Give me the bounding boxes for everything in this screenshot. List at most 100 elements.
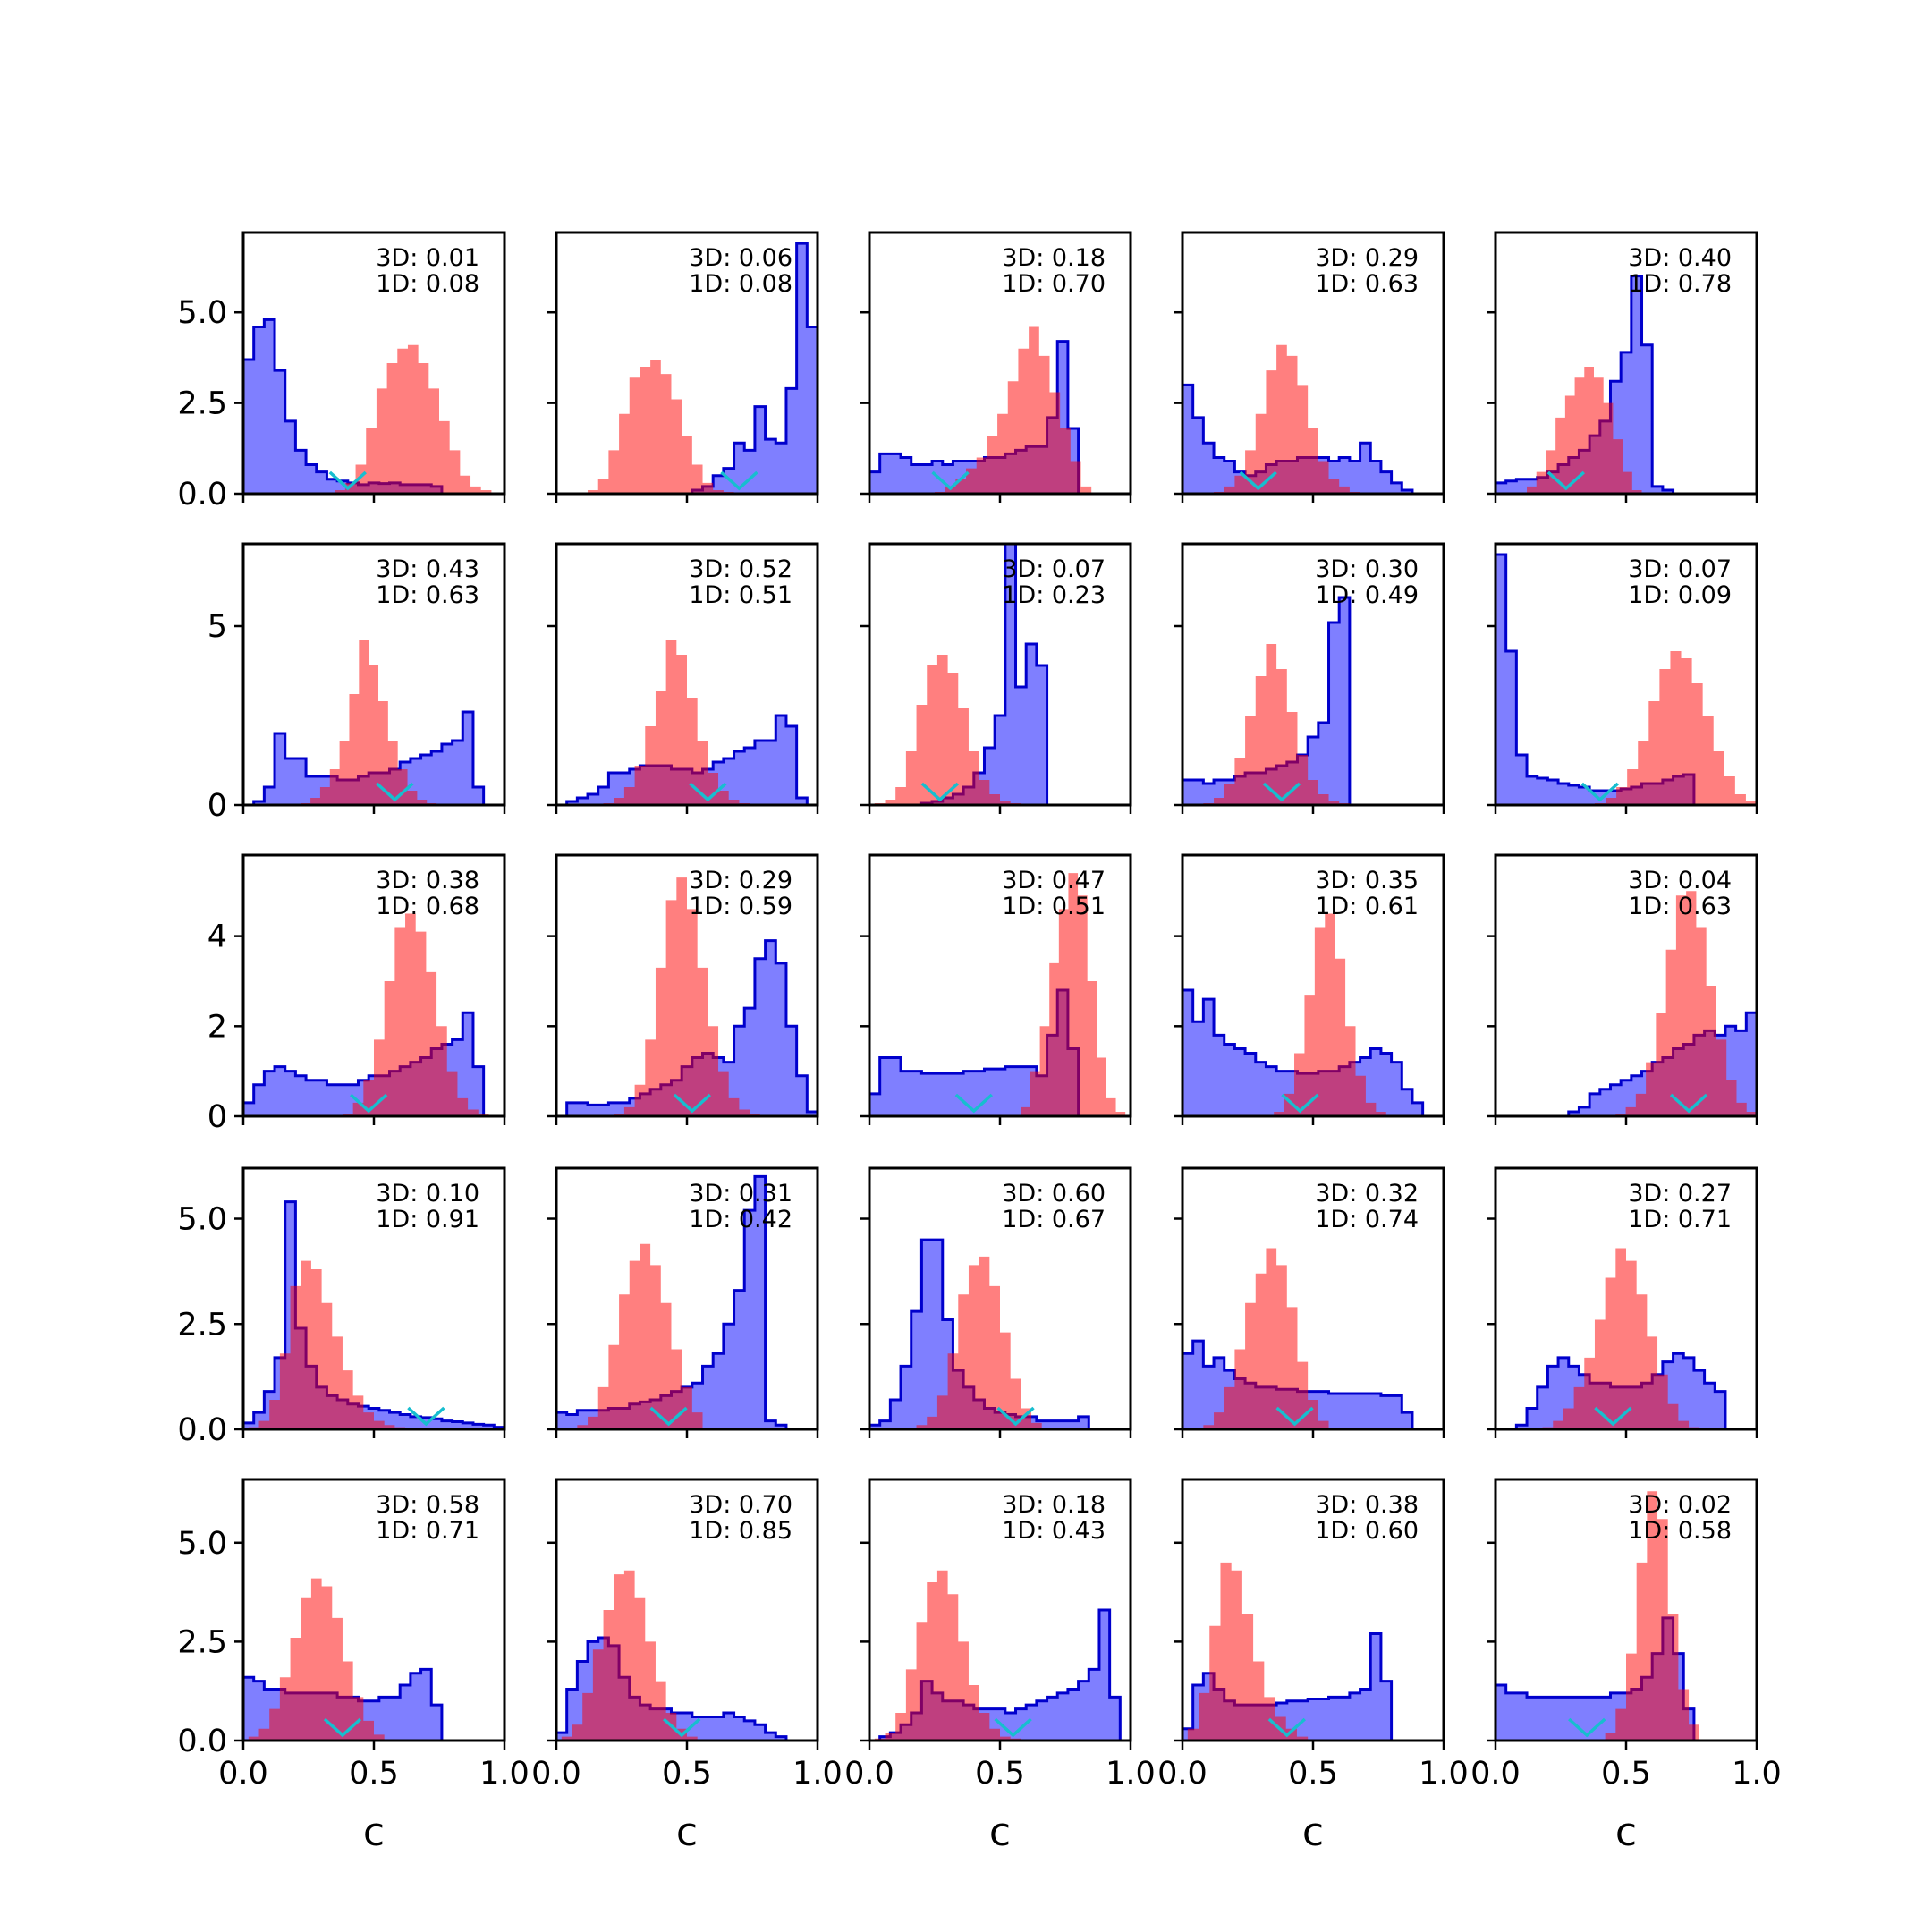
red-histogram-8 — [874, 655, 1021, 805]
x-axis-label: c — [363, 1809, 385, 1855]
label-3d-11: 3D: 0.38 — [376, 867, 479, 894]
y-tick-label: 5.0 — [177, 1202, 227, 1238]
x-axis-label: c — [1302, 1809, 1324, 1855]
label-3d-25: 3D: 0.02 — [1628, 1491, 1732, 1519]
red-histogram-16 — [248, 1260, 416, 1429]
marker-18 — [996, 1406, 1035, 1427]
x-tick-label: 1.0 — [792, 1756, 843, 1792]
label-3d-7: 3D: 0.52 — [689, 555, 792, 583]
red-histogram-12 — [614, 877, 760, 1116]
marker-6 — [376, 782, 414, 802]
blue-histogram-2 — [556, 242, 818, 494]
label-3d-13: 3D: 0.47 — [1002, 867, 1106, 894]
label-1d-17: 1D: 0.42 — [689, 1206, 792, 1233]
x-tick-label: 0.0 — [531, 1756, 581, 1792]
label-1d-18: 1D: 0.67 — [1002, 1206, 1106, 1233]
marker-21 — [323, 1717, 362, 1738]
x-tick-label: 0.0 — [1157, 1756, 1208, 1792]
y-tick-label: 0 — [208, 1099, 227, 1135]
blue-histogram-9 — [1182, 596, 1444, 805]
red-histogram-9 — [1203, 644, 1350, 805]
label-3d-21: 3D: 0.58 — [376, 1491, 479, 1519]
x-tick-label: 1.0 — [1106, 1756, 1156, 1792]
label-3d-20: 3D: 0.27 — [1628, 1180, 1732, 1208]
marker-14 — [1281, 1093, 1319, 1114]
marker-16 — [407, 1406, 445, 1427]
label-1d-1: 1D: 0.08 — [376, 270, 479, 298]
red-histogram-7 — [603, 640, 750, 805]
label-1d-9: 1D: 0.49 — [1315, 581, 1419, 609]
label-3d-8: 3D: 0.07 — [1002, 555, 1106, 583]
label-1d-6: 1D: 0.63 — [376, 581, 479, 609]
red-histogram-25 — [1605, 1491, 1699, 1741]
label-1d-5: 1D: 0.78 — [1628, 270, 1732, 298]
red-histogram-14 — [1274, 913, 1386, 1116]
y-tick-label: 5 — [208, 609, 227, 645]
red-histogram-13 — [1021, 873, 1126, 1116]
y-tick-label: 4 — [208, 919, 227, 955]
x-tick-label: 0.5 — [349, 1756, 399, 1792]
x-tick-label: 0.0 — [1470, 1756, 1521, 1792]
x-tick-label: 1.0 — [1732, 1756, 1782, 1792]
label-3d-6: 3D: 0.43 — [376, 555, 479, 583]
marker-19 — [1275, 1406, 1314, 1427]
label-1d-4: 1D: 0.63 — [1315, 270, 1419, 298]
label-3d-17: 3D: 0.31 — [689, 1180, 792, 1208]
label-3d-9: 3D: 0.30 — [1315, 555, 1419, 583]
x-tick-label: 1.0 — [479, 1756, 530, 1792]
marker-22 — [662, 1717, 701, 1738]
marker-2 — [720, 470, 758, 491]
marker-24 — [1267, 1717, 1306, 1738]
label-3d-12: 3D: 0.29 — [689, 867, 792, 894]
marker-5 — [1546, 470, 1586, 491]
label-3d-1: 3D: 0.01 — [376, 244, 479, 272]
label-1d-15: 1D: 0.63 — [1628, 893, 1732, 920]
y-tick-label: 2 — [208, 1009, 227, 1045]
x-tick-label: 0.5 — [1288, 1756, 1338, 1792]
label-3d-5: 3D: 0.40 — [1628, 244, 1732, 272]
label-1d-3: 1D: 0.70 — [1002, 270, 1106, 298]
label-3d-3: 3D: 0.18 — [1002, 244, 1106, 272]
label-1d-14: 1D: 0.61 — [1315, 893, 1419, 920]
marker-9 — [1262, 782, 1301, 802]
red-histogram-10 — [1594, 651, 1757, 805]
x-axis-label: c — [1615, 1809, 1637, 1855]
x-tick-label: 1.0 — [1419, 1756, 1469, 1792]
y-tick-label: 0.0 — [177, 1412, 227, 1448]
x-tick-label: 0.5 — [975, 1756, 1025, 1792]
y-tick-label: 2.5 — [177, 386, 227, 422]
red-histogram-2 — [588, 359, 734, 494]
x-tick-label: 0.0 — [844, 1756, 894, 1792]
label-1d-10: 1D: 0.09 — [1628, 581, 1732, 609]
marker-1 — [328, 470, 367, 491]
label-1d-25: 1D: 0.58 — [1628, 1517, 1732, 1545]
label-1d-16: 1D: 0.91 — [376, 1206, 479, 1233]
marker-15 — [1669, 1093, 1708, 1114]
label-1d-7: 1D: 0.51 — [689, 581, 792, 609]
x-axis-label: c — [676, 1809, 698, 1855]
red-histogram-23 — [874, 1570, 1021, 1741]
y-tick-label: 0 — [208, 788, 227, 824]
label-3d-24: 3D: 0.38 — [1315, 1491, 1419, 1519]
label-1d-21: 1D: 0.71 — [376, 1517, 479, 1545]
y-tick-label: 5.0 — [177, 295, 227, 331]
marker-10 — [1580, 782, 1619, 802]
red-histogram-3 — [935, 326, 1092, 494]
y-tick-label: 0.0 — [177, 1724, 227, 1759]
red-histogram-19 — [1203, 1248, 1329, 1429]
marker-8 — [920, 782, 960, 802]
label-3d-4: 3D: 0.29 — [1315, 244, 1419, 272]
label-1d-12: 1D: 0.59 — [689, 893, 792, 920]
label-1d-11: 1D: 0.68 — [376, 893, 479, 920]
y-tick-label: 5.0 — [177, 1526, 227, 1562]
x-axis-label: c — [989, 1809, 1011, 1855]
label-3d-19: 3D: 0.32 — [1315, 1180, 1419, 1208]
marker-4 — [1239, 470, 1277, 491]
red-histogram-18 — [916, 1256, 1042, 1429]
red-histogram-15 — [1615, 891, 1757, 1116]
marker-17 — [649, 1406, 688, 1427]
y-tick-label: 0.0 — [177, 477, 227, 513]
label-3d-10: 3D: 0.07 — [1628, 555, 1732, 583]
marker-12 — [673, 1093, 712, 1114]
label-1d-20: 1D: 0.71 — [1628, 1206, 1732, 1233]
